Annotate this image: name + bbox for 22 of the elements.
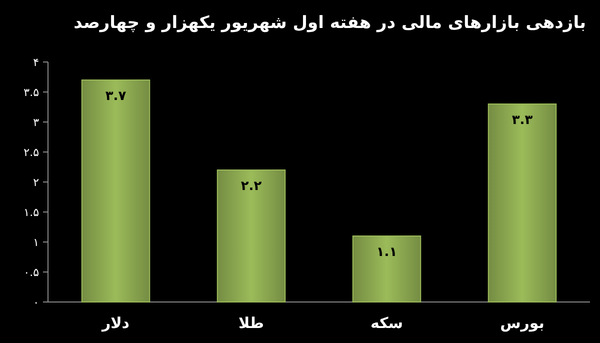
y-tick-label: ۲.۵ — [24, 146, 40, 159]
y-tick-label: ۲ — [33, 176, 40, 189]
bar — [352, 236, 422, 302]
y-tick-label: ۰.۵ — [24, 266, 40, 279]
y-tick-label: ۳ — [33, 116, 40, 129]
y-tick-label: ۱ — [33, 236, 39, 249]
x-tick-label: دلار — [100, 314, 130, 332]
x-tick-label: طلا — [238, 314, 264, 332]
bar — [81, 80, 150, 302]
bar — [216, 170, 286, 302]
y-tick-label: ۴ — [33, 56, 40, 69]
x-tick-label: بورس — [500, 314, 544, 332]
y-tick-label: ۱.۵ — [24, 206, 40, 219]
data-label: ۳.۳ — [512, 113, 533, 128]
data-label: ۱.۱ — [376, 245, 398, 260]
y-tick-label: ۰ — [33, 296, 39, 309]
data-label: ۳.۷ — [105, 89, 126, 104]
data-label: ۲.۲ — [240, 179, 262, 194]
y-tick-label: ۳.۵ — [24, 86, 40, 99]
chart-title: بازدهی بازارهای مالی در هفته اول شهریور یکهزار و چهارصد — [74, 13, 586, 33]
bar — [488, 104, 557, 302]
x-tick-label: سکه — [370, 314, 404, 332]
